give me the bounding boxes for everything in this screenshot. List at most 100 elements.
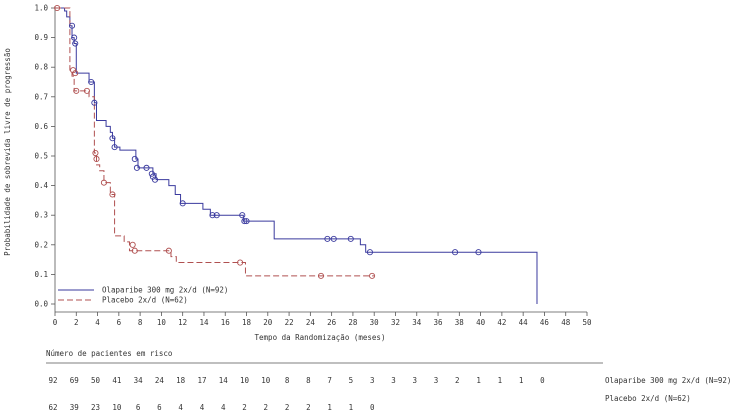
censor-mark-olaparibe [72,40,79,47]
x-tick-label: 48 [561,318,571,327]
risk-count: 10 [112,403,122,412]
y-tick-label: 0.2 [34,240,48,249]
censor-mark-placebo [83,87,90,94]
risk-count: 50 [91,376,101,385]
x-tick-label: 22 [285,318,294,327]
risk-count: 69 [70,376,79,385]
risk-count: 1 [498,376,503,385]
risk-count: 7 [327,376,332,385]
x-tick-label: 20 [263,318,273,327]
axes [54,6,587,313]
censor-mark-olaparibe [324,235,331,242]
risk-count: 3 [370,376,375,385]
x-tick-label: 46 [540,318,550,327]
risk-count: 3 [391,376,396,385]
legend: Olaparibe 300 mg 2x/d (N=92) Placebo 2x/… [58,286,228,305]
risk-row-label-placebo: Placebo 2x/d (N=62) [605,394,691,403]
x-tick-label: 28 [348,318,358,327]
x-tick-label: 14 [199,318,209,327]
risk-count: 2 [306,403,311,412]
y-tick-label: 0.6 [34,122,48,131]
x-tick-label: 50 [582,318,592,327]
risk-count: 1 [519,376,524,385]
censor-mark-olaparibe [133,164,140,171]
risk-count: 4 [221,403,226,412]
censor-mark-olaparibe [239,212,246,219]
y-tick-label: 0.0 [34,300,48,309]
censor-mark-olaparibe [68,22,76,29]
censor-mark-placebo [317,272,325,279]
risk-count: 34 [134,376,144,385]
x-tick-label: 32 [391,318,400,327]
y-tick-label: 0.1 [34,270,48,279]
x-tick-label: 24 [306,318,316,327]
risk-row-olaparibe: 92 69 50 41 34 24 18 17 14 10 10 8 8 7 5 3 3 3 3 2 1 1 1 0 [48,376,545,385]
censor-mark-olaparibe [475,249,482,256]
risk-count: 39 [70,403,79,412]
y-tick-label: 1.0 [34,4,48,13]
risk-count: 3 [413,376,418,385]
x-tick-label: 4 [95,318,100,327]
censor-mark-olaparibe [109,135,116,142]
x-tick-label: 38 [455,318,465,327]
y-axis-ticks: 0.0 0.1 0.2 0.3 0.4 0.5 0.6 0.7 0.8 0.9 1.0 [34,4,55,309]
risk-count: 62 [48,403,57,412]
risk-count: 8 [306,376,311,385]
y-tick-label: 0.8 [34,63,48,72]
x-tick-label: 2 [74,318,79,327]
y-tick-label: 0.9 [34,33,48,42]
y-tick-label: 0.5 [34,152,48,161]
censor-mark-olaparibe [452,249,459,256]
risk-count: 24 [155,376,165,385]
risk-count: 4 [178,403,183,412]
censor-mark-placebo [72,70,79,77]
censor-mark-olaparibe [111,144,118,151]
risk-count: 2 [455,376,460,385]
risk-count: 23 [91,403,100,412]
risk-count: 8 [285,376,290,385]
risk-count: 2 [285,403,290,412]
x-tick-label: 40 [476,318,486,327]
censor-mark-placebo [129,241,136,248]
risk-count: 0 [540,376,545,385]
x-tick-label: 12 [178,318,187,327]
risk-count: 6 [157,403,162,412]
y-tick-label: 0.4 [34,181,48,190]
y-tick-label: 0.7 [34,92,48,101]
risk-count: 1 [327,403,332,412]
censor-mark-placebo [165,247,172,254]
risk-count: 4 [200,403,205,412]
censor-mark-olaparibe [209,212,216,219]
censor-mark-olaparibe [88,78,95,86]
censor-mark-olaparibe [213,212,220,219]
x-tick-label: 44 [519,318,529,327]
risk-count: 5 [349,376,354,385]
risk-count: 41 [112,376,121,385]
censor-mark-olaparibe [151,176,159,183]
risk-count: 2 [242,403,247,412]
x-tick-label: 30 [370,318,380,327]
censor-mark-placebo [93,155,100,163]
x-tick-label: 6 [117,318,122,327]
censor-mark-olaparibe [366,249,373,256]
risk-count: 6 [136,403,141,412]
curve-placebo [55,7,375,277]
risk-count: 14 [219,376,229,385]
x-tick-label: 0 [53,318,58,327]
risk-count: 0 [370,403,375,412]
risk-count: 1 [349,403,354,412]
censor-mark-olaparibe [91,99,98,106]
x-axis-title: Tempo da Randomização (meses) [255,333,386,342]
censor-mark-olaparibe [179,200,186,207]
censor-mark-olaparibe [241,218,248,225]
censor-mark-olaparibe [148,170,155,177]
x-axis-ticks: 0 2 4 6 8 10 12 14 16 18 20 22 24 26 28 30 32 34 36 38 40 42 4… [53,312,592,327]
censor-mark-placebo [369,272,376,279]
risk-count: 10 [261,376,271,385]
x-tick-label: 26 [327,318,337,327]
x-tick-label: 10 [157,318,167,327]
censor-mark-olaparibe [347,235,354,242]
risk-table: Número de pacientes em risco 92 69 50 41 34 2… [46,349,731,412]
risk-count: 3 [434,376,439,385]
